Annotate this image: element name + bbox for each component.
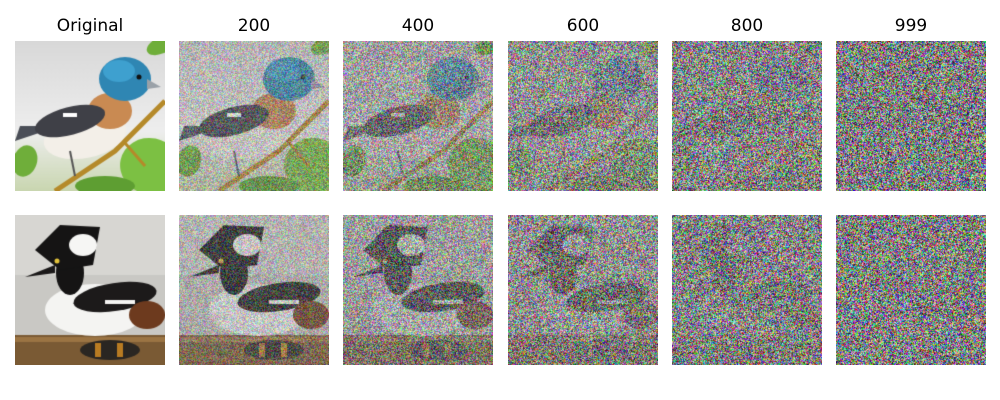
- duck-image-noise-999: [836, 215, 986, 365]
- bird-image-noise-999: [836, 41, 986, 191]
- duck-image-noise-800: [672, 215, 822, 365]
- duck-image-noise-400: [343, 215, 493, 365]
- bird-image-noise-400: [343, 41, 493, 191]
- column-title-600: 600: [566, 16, 600, 36]
- bird-image-noise-800: [672, 41, 822, 191]
- duck-image-original: [15, 215, 165, 365]
- column-title-200: 200: [237, 16, 271, 36]
- duck-image-noise-200: [179, 215, 329, 365]
- bird-image-original: [15, 41, 165, 191]
- bird-image-noise-200: [179, 41, 329, 191]
- column-title-400: 400: [401, 16, 435, 36]
- column-title-original: Original: [56, 16, 124, 36]
- column-title-800: 800: [730, 16, 764, 36]
- duck-image-noise-600: [508, 215, 658, 365]
- bird-image-noise-600: [508, 41, 658, 191]
- column-title-999: 999: [894, 16, 928, 36]
